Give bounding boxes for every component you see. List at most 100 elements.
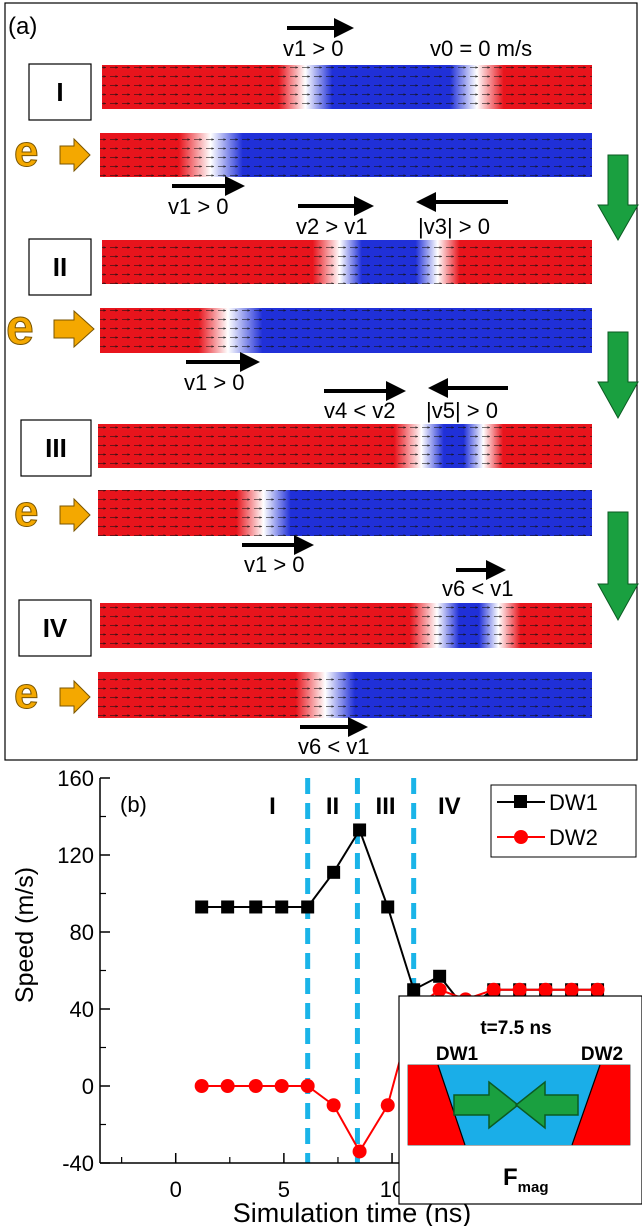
current-arrow-icon-3	[59, 497, 91, 533]
current-arrow-icon-1	[59, 137, 91, 173]
stage-2-label-bottom: v1 > 0	[184, 370, 245, 395]
inset-force-label: Fmag	[503, 1164, 549, 1196]
point-dw1-6	[353, 823, 367, 837]
stage-1-label-v1: v1 > 0	[283, 36, 344, 61]
electron-icon-2: e	[6, 299, 34, 355]
stage-4-roman: IV	[43, 613, 68, 643]
force-right-arrow-icon	[453, 1080, 520, 1130]
stage-2-spins-top	[102, 240, 592, 284]
axes: -400408012016005101520	[57, 766, 630, 1202]
progress-arrow-icon-2	[597, 331, 639, 420]
point-dw1-2	[249, 900, 263, 914]
inset-red-left	[408, 1065, 465, 1145]
legend: DW1 DW2	[490, 784, 637, 858]
inset-wall-lines	[437, 1064, 601, 1146]
point-dw2-1	[220, 1079, 235, 1093]
region-label-3: IV	[438, 793, 461, 820]
point-dw2-4	[300, 1079, 315, 1093]
region-labels: I II III IV	[269, 793, 461, 820]
x-tick-label-1: 5	[278, 1177, 290, 1202]
stage-3: III v4 < v2 |v5| > 0 v1 > 0 e	[14, 378, 592, 577]
point-dw2-5	[326, 1098, 341, 1113]
point-dw2-12	[512, 982, 527, 997]
point-dw1-7	[381, 900, 395, 914]
legend-label-dw2: DW2	[549, 825, 598, 850]
region-label-1: II	[326, 793, 339, 820]
y-tick-label-2: 40	[70, 997, 94, 1022]
legend-marker-dw2	[514, 830, 528, 844]
electron-icon-1: e	[14, 127, 38, 176]
stage-2: II v2 > v1 |v3| > 0 v1 > 0 e	[6, 192, 592, 395]
point-dw1-4	[301, 900, 315, 914]
stage-3-spins-top	[98, 424, 592, 468]
stage-4-label-bottom: v6 < v1	[298, 734, 370, 759]
point-dw2-15	[590, 982, 605, 997]
stage-3-label-bottom: v1 > 0	[244, 552, 305, 577]
stage-3-label-v5: |v5| > 0	[426, 398, 498, 423]
point-dw1-5	[327, 865, 341, 879]
y-tick-label-5: 160	[57, 766, 94, 791]
stage-1-label-bottom: v1 > 0	[168, 194, 229, 219]
region-label-0: I	[269, 793, 276, 820]
point-dw2-0	[194, 1079, 209, 1093]
stage-2-spins-bottom	[100, 308, 592, 353]
y-tick-label-1: 0	[82, 1074, 94, 1099]
point-dw2-3	[274, 1079, 289, 1093]
force-left-arrow-icon	[514, 1080, 579, 1130]
stage-1-spins-top	[102, 65, 592, 109]
point-dw2-11	[486, 982, 501, 997]
point-dw2-2	[248, 1079, 263, 1093]
region-lines	[305, 778, 417, 1163]
point-dw1-1	[221, 900, 235, 914]
point-dw2-13	[538, 982, 553, 997]
inset: t=7.5 ns DW1 DW2 Fmag	[398, 995, 642, 1205]
stage-2-label-v3: |v3| > 0	[418, 214, 490, 239]
stage-1-label-v0: v0 = 0 m/s	[430, 36, 532, 61]
legend-marker-dw1	[514, 795, 527, 808]
inset-dw2-label: DW2	[581, 1044, 623, 1065]
inset-dw1-label: DW1	[436, 1044, 479, 1065]
progress-arrow-icon-1	[597, 154, 639, 242]
stage-3-roman: III	[45, 433, 67, 463]
stage-3-box	[20, 419, 92, 477]
stage-4: IV v6 < v1 v6 < v1 e	[14, 560, 592, 759]
point-dw2-9	[432, 982, 447, 997]
point-dw2-6	[352, 1144, 367, 1159]
stage-1-roman: I	[56, 77, 63, 107]
y-tick-label-3: 80	[70, 920, 94, 945]
stage-3-spins-bottom	[98, 490, 592, 536]
point-dw1-3	[275, 900, 289, 914]
stage-4-box	[18, 599, 92, 657]
stage-3-label-v4: v4 < v2	[324, 398, 396, 423]
y-axis-label: Speed (m/s)	[11, 867, 39, 1003]
stage-1-box	[28, 63, 92, 121]
progress-arrow-icon-3	[597, 511, 639, 622]
x-tick-label-0: 0	[170, 1177, 182, 1202]
inset-red-right	[572, 1065, 630, 1145]
inset-time-label: t=7.5 ns	[480, 1018, 551, 1039]
legend-label-dw1: DW1	[549, 790, 598, 815]
stage-1-spins-bottom	[100, 133, 592, 177]
panel-a-label: (a)	[8, 13, 37, 40]
region-label-2: III	[376, 793, 396, 820]
y-tick-label-4: 120	[57, 843, 94, 868]
stage-2-box	[28, 238, 92, 296]
current-arrow-icon-4	[59, 679, 91, 715]
y-tick-label-0: -40	[62, 1151, 94, 1176]
electron-icon-3: e	[14, 487, 38, 536]
point-dw2-14	[564, 982, 579, 997]
stage-2-label-v2: v2 > v1	[296, 214, 368, 239]
stage-4-spins-bottom	[98, 672, 592, 718]
point-dw2-7	[380, 1098, 395, 1113]
electron-icon-4: e	[14, 669, 38, 718]
stage-4-label-top: v6 < v1	[442, 576, 514, 601]
panel-b-label: (b)	[120, 792, 147, 817]
current-arrow-icon-2	[53, 309, 95, 349]
stage-1: I v1 > 0 v0 = 0 m/s v1 > 0 e	[14, 18, 592, 219]
stage-4-spins-top	[100, 603, 592, 648]
stage-2-roman: II	[53, 252, 67, 282]
panel-a: (a) I v1 > 0 v0 = 0 m/s v1 > 0 e II	[4, 2, 639, 761]
point-dw1-9	[433, 969, 447, 983]
